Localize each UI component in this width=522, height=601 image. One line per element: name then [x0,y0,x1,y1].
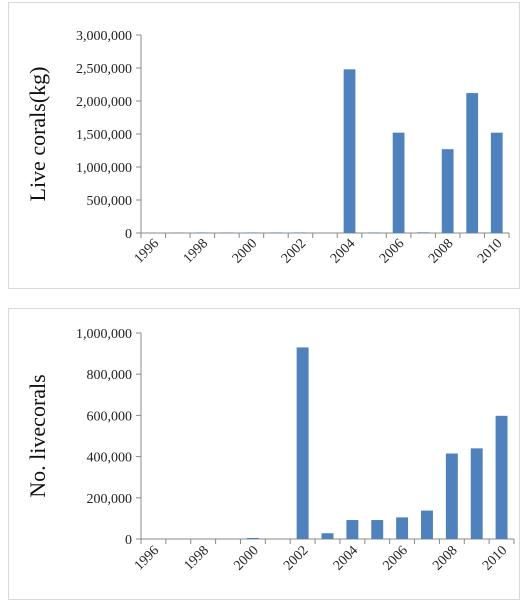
y-tick-label: 400,000 [87,451,133,466]
bar-2006 [396,517,409,539]
x-tick-label: 2006 [377,236,407,266]
y-tick-label: 200,000 [87,492,133,507]
x-tick-label: 1998 [181,236,211,266]
x-tick-label: 2006 [381,543,411,573]
number-live-corals-chart: 0 200,000 400,000 600,000 800,000 1,000,000 19… [8,308,520,600]
bar-2000 [246,537,259,539]
y-tick-label: 3,000,000 [76,29,132,44]
live-corals-kg-chart: 0 500,000 1,000,000 1,500,000 2,000,000 2,500… [8,2,520,289]
y-axis-title: Live corals(kg) [25,67,50,202]
bar-2009 [470,448,483,539]
y-tick-label: 0 [125,533,132,548]
x-tick-label: 2004 [328,236,358,266]
bar-2005 [371,520,384,539]
bar-2002 [296,347,309,539]
y-axis-title: No. livecorals [25,374,50,497]
x-tick-label: 2002 [279,236,309,266]
x-tick-label: 1998 [182,543,212,573]
y-tick-label: 0 [125,227,132,242]
bar-2002 [294,232,307,233]
live-corals-kg-chart-svg: 0 500,000 1,000,000 1,500,000 2,000,000 2,500… [25,29,510,267]
bar-2007 [417,232,430,233]
x-tick-label: 2008 [430,543,460,573]
bar-2004 [346,520,359,539]
x-tick-label: 2000 [231,543,261,573]
x-tick-label: 2004 [331,543,361,573]
bar-2003 [321,533,334,539]
x-tick-label: 2008 [426,236,456,266]
x-tick-label: 2002 [281,543,311,573]
bar-2005 [368,232,380,233]
bar-2006 [392,132,405,233]
y-tick-label: 500,000 [87,194,133,209]
bar-2009 [466,93,479,233]
number-live-corals-chart-svg: 0 200,000 400,000 600,000 800,000 1,000,000 19… [25,327,515,574]
y-tick-label: 1,000,000 [76,327,132,342]
bar-1998 [196,232,209,233]
x-tick-label: 2010 [480,543,510,573]
bar-2001 [270,232,282,233]
y-tick-label: 1,000,000 [76,161,132,176]
bar-2008 [441,149,454,233]
y-tick-label: 2,000,000 [76,95,132,110]
x-tick-label: 1996 [132,236,162,266]
y-tick-label: 600,000 [87,409,133,424]
x-tick-label: 2000 [230,236,260,266]
x-tick-label: 2010 [475,236,505,266]
y-tick-label: 1,500,000 [76,128,132,143]
bar-2004 [343,69,356,233]
bar-2007 [420,510,433,539]
bar-2000 [245,232,258,233]
y-tick-label: 2,500,000 [76,62,132,77]
y-tick-label: 800,000 [87,368,133,383]
x-tick-label: 1996 [132,543,162,573]
bar-2010 [495,415,508,539]
bar-1999 [220,232,233,233]
bar-2010 [490,132,503,233]
bar-2008 [445,453,458,539]
